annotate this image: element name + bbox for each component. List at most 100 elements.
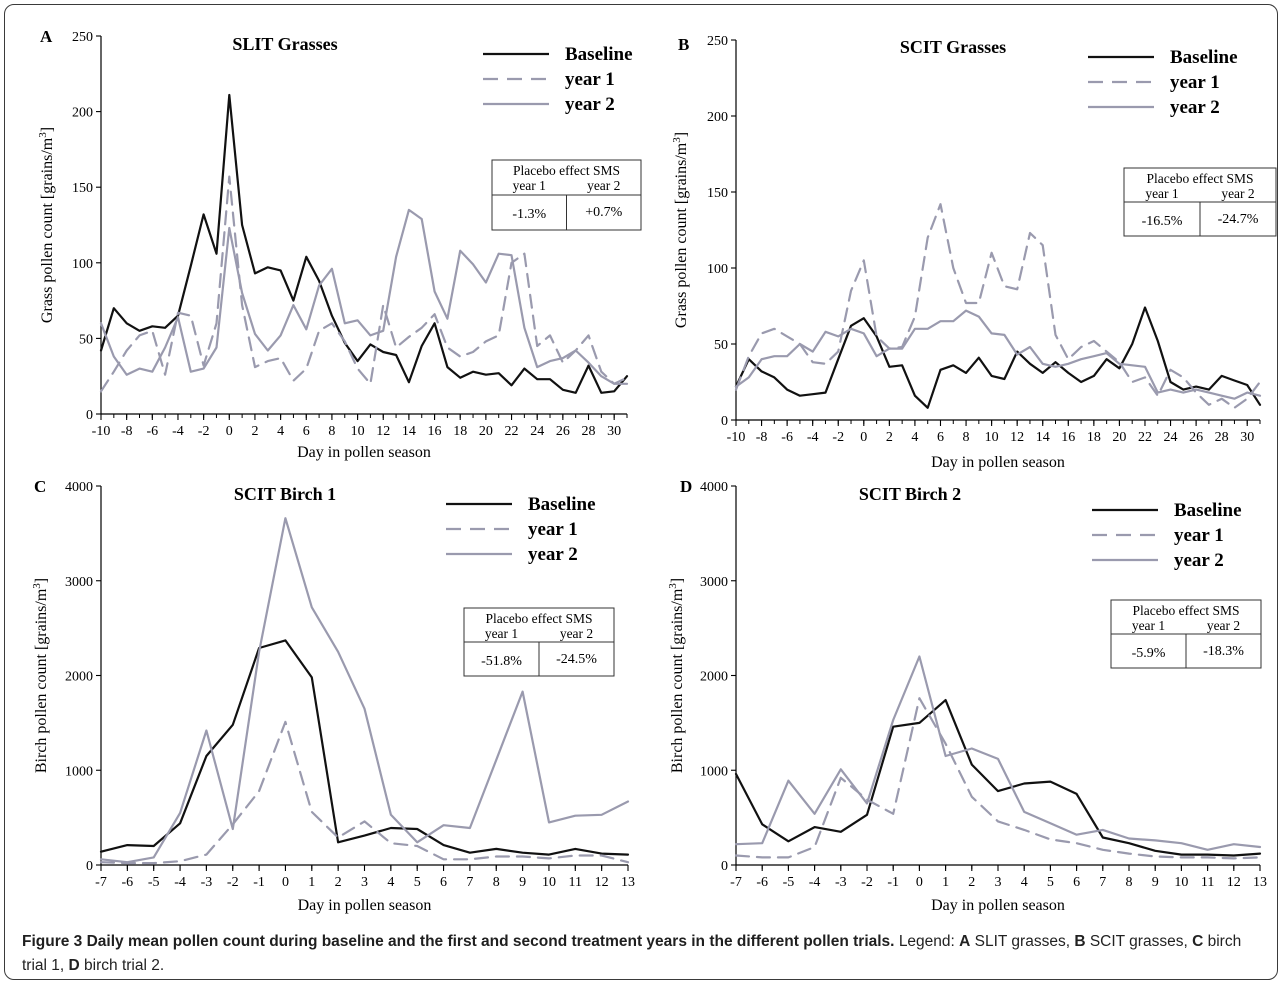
y-axis-label-main: Grass pollen count [grains/m	[673, 142, 690, 328]
y-tick-label: 2000	[65, 670, 93, 685]
caption-label: Figure 3	[22, 933, 83, 950]
x-tick-label: 20	[1112, 430, 1126, 445]
y-axis-label-main: Grass pollen count [grains/m	[39, 137, 56, 323]
x-tick-label: 9	[519, 875, 526, 890]
table-value: -51.8%	[481, 654, 522, 669]
x-tick-label: 2	[251, 424, 258, 439]
x-tick-label: 8	[1126, 875, 1133, 890]
panel-letter: A	[40, 27, 53, 46]
caption-part-text-a: SLIT grasses,	[974, 933, 1071, 950]
y-axis-label-superscript: 3	[671, 137, 683, 143]
y-tick-label: 100	[72, 257, 93, 272]
x-tick-label: 6	[1073, 875, 1080, 890]
x-tick-label: 10	[985, 430, 999, 445]
x-tick-label: 18	[453, 424, 467, 439]
series-line-year-1	[99, 175, 629, 393]
y-tick-label: 200	[72, 106, 93, 121]
series-line-year-2	[734, 655, 1262, 851]
x-tick-label: -6	[122, 875, 134, 890]
x-tick-label: 26	[556, 424, 570, 439]
table-col-header: year 2	[587, 178, 620, 193]
panel-letter: C	[34, 477, 46, 496]
y-axis-label: Grass pollen count [grains/m3]	[671, 132, 690, 328]
x-tick-label: 2	[886, 430, 893, 445]
table-header: Placebo effect SMS	[513, 163, 620, 178]
x-tick-label: 0	[226, 424, 233, 439]
table-col-header: year 2	[560, 626, 593, 641]
x-tick-label: 8	[328, 424, 335, 439]
x-tick-label: 5	[414, 875, 421, 890]
legend-label: Baseline	[1174, 500, 1242, 521]
y-tick-label: 0	[721, 414, 728, 429]
x-tick-label: 12	[376, 424, 390, 439]
legend-label: year 2	[528, 544, 578, 565]
table-header: Placebo effect SMS	[1147, 171, 1254, 186]
x-tick-label: -10	[92, 424, 111, 439]
series-line-baseline	[734, 306, 1262, 409]
x-tick-label: 12	[1010, 430, 1024, 445]
x-tick-label: 5	[1047, 875, 1054, 890]
x-axis-label: Day in pollen season	[298, 897, 432, 914]
series-line-year-1	[99, 720, 630, 865]
x-tick-label: 3	[995, 875, 1002, 890]
y-axis-label-superscript: 3	[31, 583, 43, 589]
y-tick-label: 2000	[700, 670, 728, 685]
legend-label: year 1	[565, 69, 615, 90]
caption-part-text-c: birch trial 1,	[22, 933, 1242, 974]
y-tick-label: 200	[707, 110, 728, 125]
table-value: -5.9%	[1132, 646, 1166, 661]
x-tick-label: -6	[146, 424, 158, 439]
legend-label: Baseline	[528, 494, 596, 515]
x-tick-label: 24	[530, 424, 544, 439]
table-col-header: year 1	[513, 178, 546, 193]
y-axis-label-end: ]	[669, 578, 686, 583]
x-tick-label: 2	[968, 875, 975, 890]
panel-title: SCIT Birch 1	[234, 484, 336, 504]
y-axis-label-main: Birch pollen count [grains/m	[669, 588, 686, 773]
y-tick-label: 1000	[65, 764, 93, 779]
x-tick-label: 6	[937, 430, 944, 445]
x-tick-label: -10	[727, 430, 746, 445]
y-tick-label: 3000	[65, 575, 93, 590]
caption-legend-word: Legend:	[898, 933, 955, 950]
x-axis-label: Day in pollen season	[297, 444, 431, 461]
caption-title: Figure 3 Daily mean pollen count during …	[22, 933, 899, 950]
x-tick-label: 10	[542, 875, 556, 890]
x-tick-label: 13	[621, 875, 635, 890]
x-tick-label: 6	[303, 424, 310, 439]
x-tick-label: 4	[387, 875, 394, 890]
x-tick-label: 0	[916, 875, 923, 890]
table-col-header: year 2	[1207, 618, 1240, 633]
y-tick-label: 250	[72, 30, 93, 45]
x-tick-label: 16	[1061, 430, 1075, 445]
x-tick-label: 28	[582, 424, 596, 439]
x-tick-label: 30	[607, 424, 621, 439]
x-tick-label: -1	[887, 875, 899, 890]
table-header: Placebo effect SMS	[1133, 603, 1240, 618]
y-tick-label: 4000	[700, 480, 728, 495]
x-tick-label: 1	[942, 875, 949, 890]
y-tick-label: 3000	[700, 575, 728, 590]
legend-label: Baseline	[1170, 47, 1238, 68]
x-tick-label: -4	[809, 875, 821, 890]
table-value: -18.3%	[1203, 644, 1244, 659]
x-tick-label: -5	[148, 875, 160, 890]
x-tick-label: 8	[493, 875, 500, 890]
y-axis-label-end: ]	[33, 578, 50, 583]
legend-label: year 2	[565, 94, 615, 115]
x-tick-label: 16	[428, 424, 442, 439]
x-tick-label: 13	[1253, 875, 1267, 890]
panel-letter: D	[680, 477, 692, 496]
y-tick-label: 50	[714, 338, 728, 353]
x-tick-label: 10	[1174, 875, 1188, 890]
legend-label: year 2	[1174, 550, 1224, 571]
x-tick-label: 6	[440, 875, 447, 890]
x-tick-label: -4	[174, 875, 186, 890]
table-col-header: year 1	[1145, 186, 1178, 201]
